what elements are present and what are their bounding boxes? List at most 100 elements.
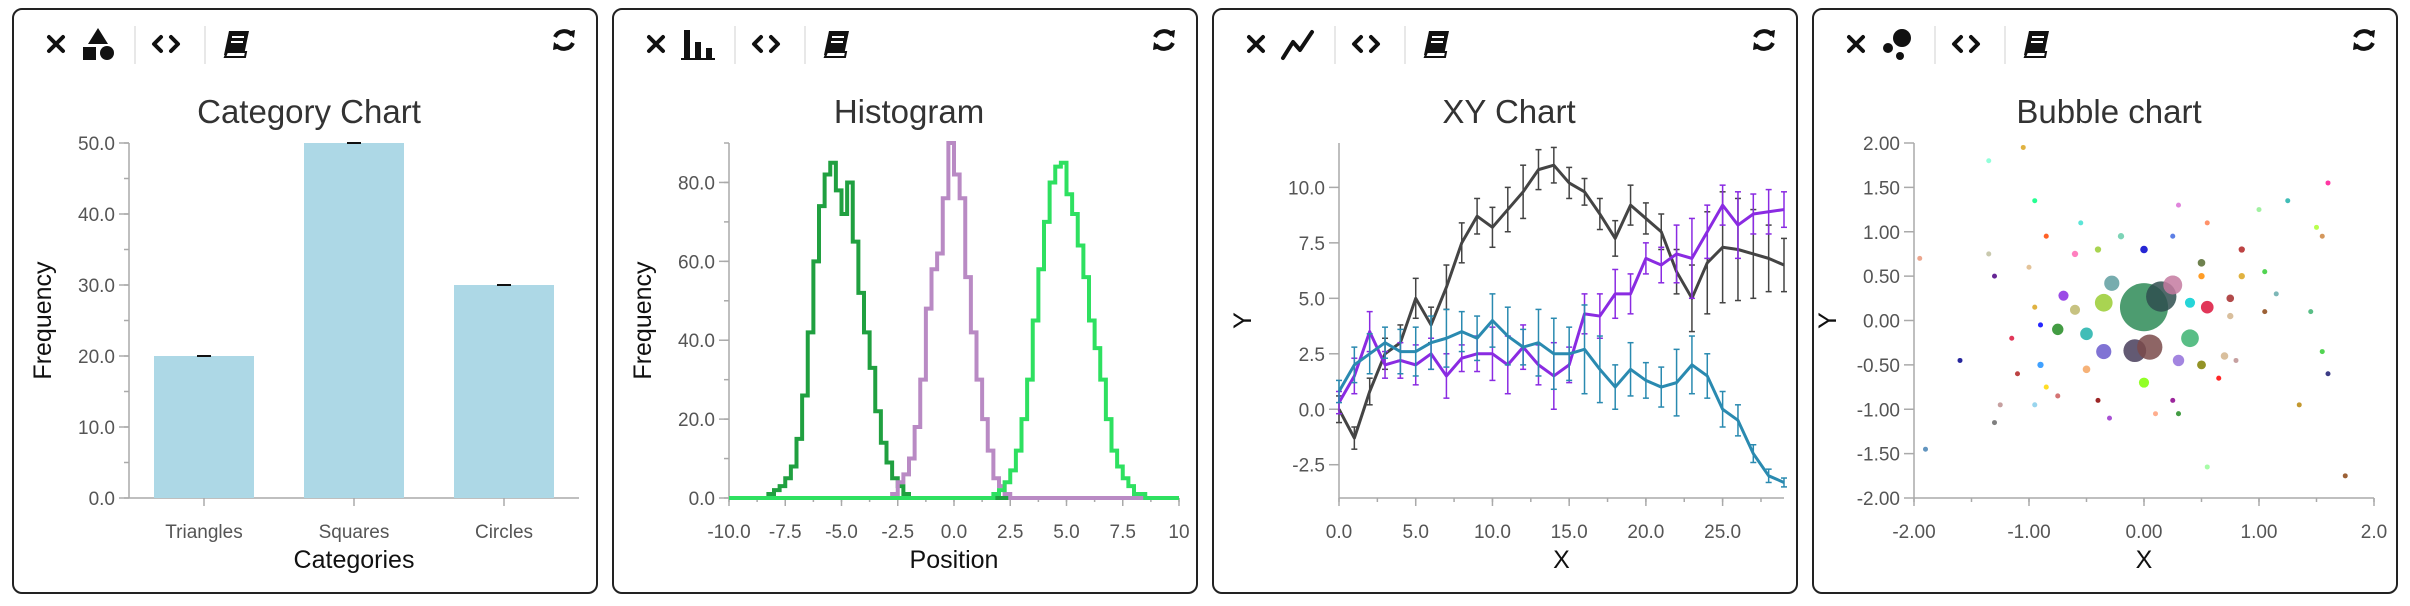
bubble — [1997, 402, 2003, 408]
close-icon[interactable] — [1834, 24, 1878, 64]
close-icon[interactable] — [1234, 24, 1278, 64]
bubble — [2256, 207, 2262, 213]
y-tick-label: 30.0 — [78, 276, 115, 297]
y-tick-label: 20.0 — [78, 347, 115, 368]
panel-toolbar — [614, 10, 1196, 80]
bubble — [2233, 357, 2239, 363]
bubble — [2096, 343, 2112, 360]
chart-title: Histogram — [834, 93, 984, 130]
close-icon[interactable] — [634, 24, 678, 64]
bubble — [1986, 158, 1992, 164]
y-tick-label: 5.0 — [1299, 289, 1325, 310]
bubble — [2052, 323, 2064, 336]
y-tick-label: 0.0 — [1299, 400, 1325, 421]
bubble — [2055, 393, 2061, 399]
code-icon[interactable] — [744, 24, 788, 64]
book-icon[interactable] — [1414, 24, 1458, 64]
bubble — [2170, 233, 2176, 239]
x-tick-label: 1.00 — [2241, 522, 2278, 543]
bubble — [2117, 233, 2125, 240]
y-tick-label: 1.50 — [1863, 178, 1900, 199]
bubble — [2262, 309, 2268, 315]
histogram-series-2 — [729, 141, 1179, 500]
bubble — [2172, 354, 2185, 367]
bubble — [2037, 322, 2044, 328]
bubble — [2227, 312, 2234, 320]
x-tick-label: 0.0 — [941, 522, 967, 543]
bubble — [2037, 361, 2044, 369]
bubble — [2137, 334, 2163, 360]
y-tick-label: 1.00 — [1863, 223, 1900, 244]
category-chart-plot: Category Chart 0.0 10.0 20.0 30.0 40.0 50.0 Ca… — [29, 93, 579, 574]
bubble — [2204, 464, 2210, 470]
refresh-icon[interactable] — [546, 22, 582, 58]
x-tick-label: 15.0 — [1551, 522, 1588, 543]
shapes-icon[interactable] — [76, 24, 120, 64]
bubble — [2104, 275, 2120, 291]
bubble — [2226, 294, 2235, 303]
line-chart-icon[interactable] — [1276, 24, 1320, 64]
x-tick-label: 25.0 — [1704, 522, 1741, 543]
code-icon[interactable] — [1344, 24, 1388, 64]
bubble-icon[interactable] — [1876, 24, 1920, 64]
x-tick-label: -10.0 — [707, 522, 750, 543]
bubble-chart-panel: Bubble chart -2.00 -1.50 -1.00 -0.50 0.00 0.5… — [1812, 8, 2398, 594]
bubble — [1923, 446, 1928, 452]
bubble — [2094, 246, 2102, 253]
y-tick-label: 60.0 — [678, 252, 715, 273]
bubble — [2009, 335, 2015, 341]
bubble — [2153, 411, 2158, 417]
x-tick-label: 2.0 — [2361, 522, 2387, 543]
bubble — [2181, 329, 2199, 348]
bubble — [2285, 198, 2291, 204]
xy-series-2 — [1337, 203, 1785, 404]
bubble — [2273, 291, 2279, 297]
xy-series-3 — [1337, 319, 1785, 484]
book-icon[interactable] — [2014, 24, 2058, 64]
bubble — [1992, 420, 1997, 426]
y-tick-label: 0.0 — [689, 489, 715, 510]
refresh-icon[interactable] — [1746, 22, 1782, 58]
bubble — [2138, 377, 2150, 388]
y-tick-label: 40.0 — [678, 331, 715, 352]
close-icon[interactable] — [34, 24, 78, 64]
y-tick-label: 80.0 — [678, 173, 715, 194]
bubble — [2197, 259, 2206, 267]
y-tick-label: 10.0 — [1288, 178, 1325, 199]
bubble — [2197, 360, 2206, 370]
bubble — [2175, 202, 2182, 208]
code-icon[interactable] — [144, 24, 188, 64]
bubble — [2238, 246, 2245, 253]
y-axis-label: Y — [1229, 312, 1257, 329]
code-icon[interactable] — [1944, 24, 1988, 64]
bubble — [2262, 269, 2268, 275]
bar-chart-icon[interactable] — [676, 24, 720, 64]
bubble — [2043, 384, 2049, 390]
y-tick-label: -0.50 — [1857, 356, 1900, 377]
x-tick-label: Triangles — [165, 522, 242, 543]
bar — [154, 356, 254, 498]
book-icon[interactable] — [214, 24, 258, 64]
bar — [304, 143, 404, 498]
book-icon[interactable] — [814, 24, 858, 64]
refresh-icon[interactable] — [1146, 22, 1182, 58]
bubble — [2026, 264, 2032, 270]
bubble — [2220, 352, 2229, 360]
y-tick-label: 2.00 — [1863, 134, 1900, 155]
x-tick-label: -7.5 — [769, 522, 802, 543]
bubble — [2032, 304, 2038, 310]
bubble — [2204, 220, 2210, 226]
y-tick-label: 7.5 — [1299, 234, 1325, 255]
chart-title: XY Chart — [1442, 93, 1575, 130]
x-axis-label: Position — [910, 546, 999, 574]
refresh-icon[interactable] — [2346, 22, 2382, 58]
bubble — [2325, 371, 2331, 377]
chart-title: Category Chart — [197, 93, 421, 130]
y-tick-label: 0.50 — [1863, 267, 1900, 288]
histogram-panel: Histogram 0.0 20.0 40.0 60.0 80.0 Position Fre… — [612, 8, 1198, 594]
bubble — [2032, 402, 2038, 408]
bubble — [2095, 397, 2101, 403]
bubble — [2342, 473, 2348, 479]
panel-toolbar — [14, 10, 596, 80]
y-tick-label: -2.5 — [1292, 456, 1325, 477]
